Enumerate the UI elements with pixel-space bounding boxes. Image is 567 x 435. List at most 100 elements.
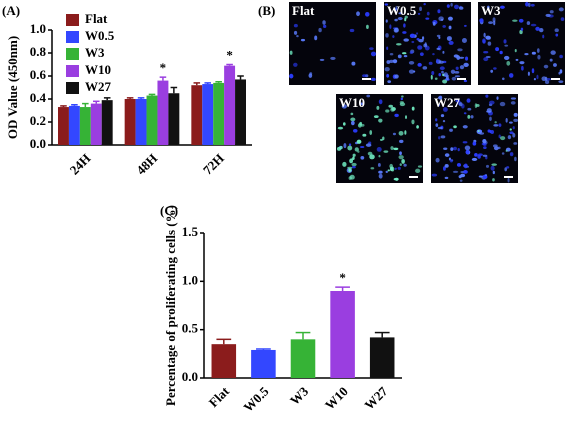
cell xyxy=(452,170,459,173)
legend-swatch xyxy=(66,65,79,77)
cell xyxy=(512,126,515,130)
cell xyxy=(399,102,406,107)
cell xyxy=(509,131,514,135)
cell xyxy=(549,58,553,62)
cell xyxy=(387,80,392,84)
cell xyxy=(515,58,519,61)
cell xyxy=(348,176,352,180)
cell xyxy=(343,143,347,149)
cell xyxy=(446,36,452,41)
cell xyxy=(405,115,408,120)
cell xyxy=(454,75,461,78)
cell xyxy=(351,162,357,167)
cell xyxy=(417,12,421,16)
cell xyxy=(436,34,441,38)
cell xyxy=(503,55,510,60)
cell xyxy=(442,24,446,28)
cell xyxy=(437,103,441,107)
cell xyxy=(362,74,367,78)
cell xyxy=(416,125,419,129)
cell xyxy=(475,103,480,107)
cell xyxy=(451,76,457,81)
cell xyxy=(399,151,402,156)
cell xyxy=(369,47,374,51)
cell xyxy=(519,61,525,65)
cell xyxy=(398,12,403,15)
cell xyxy=(309,72,313,76)
cell xyxy=(518,18,524,23)
cell xyxy=(504,167,508,172)
cell xyxy=(467,107,472,111)
bar xyxy=(101,100,113,145)
cell xyxy=(388,104,394,108)
cell xyxy=(360,155,365,160)
legend-label: W0.5 xyxy=(85,28,115,43)
cell xyxy=(366,94,371,98)
cell xyxy=(425,17,430,20)
x-tick-label: 72H xyxy=(200,151,227,178)
cell xyxy=(482,154,488,157)
cell xyxy=(382,136,385,141)
cell xyxy=(351,165,356,169)
cell xyxy=(525,1,529,7)
cell xyxy=(342,122,346,126)
cell xyxy=(483,32,486,38)
cell xyxy=(401,158,405,164)
cell xyxy=(289,50,293,55)
cell xyxy=(458,6,464,10)
cell xyxy=(438,36,441,40)
cell xyxy=(435,157,440,163)
cell xyxy=(354,147,359,152)
cell xyxy=(553,63,557,67)
cell xyxy=(438,16,444,22)
cell xyxy=(396,43,402,46)
cell xyxy=(495,47,500,52)
bar xyxy=(135,99,147,145)
cell xyxy=(492,17,496,23)
cell xyxy=(401,95,404,98)
y-tick-label: 0.0 xyxy=(30,136,46,151)
cell xyxy=(322,20,326,25)
cell xyxy=(483,51,489,54)
cell xyxy=(389,52,394,56)
legend-swatch xyxy=(66,48,79,60)
cell xyxy=(378,154,381,158)
cell xyxy=(362,133,367,137)
cell xyxy=(404,17,407,22)
cell xyxy=(398,155,404,160)
cell xyxy=(296,35,299,38)
cell xyxy=(351,120,355,126)
cell xyxy=(400,97,404,101)
cell xyxy=(442,79,448,84)
cell xyxy=(395,5,398,11)
cell xyxy=(537,54,541,60)
cell xyxy=(466,98,471,103)
cell xyxy=(499,101,506,107)
cell xyxy=(533,77,536,81)
cell xyxy=(543,64,549,69)
cell xyxy=(503,39,507,44)
cell xyxy=(389,59,394,64)
cell xyxy=(318,27,322,33)
cell xyxy=(378,99,383,105)
cell xyxy=(470,115,474,119)
cell xyxy=(436,58,439,64)
cell xyxy=(498,123,502,127)
cell xyxy=(300,38,306,42)
cell xyxy=(502,77,505,81)
cell xyxy=(558,7,564,12)
cell xyxy=(394,113,399,118)
cell xyxy=(408,60,415,65)
legend-swatch xyxy=(66,14,79,26)
cell xyxy=(464,145,471,151)
cell xyxy=(486,5,490,10)
bar xyxy=(251,349,276,378)
cell xyxy=(409,33,416,38)
significance: * xyxy=(160,60,167,75)
cell xyxy=(444,176,449,180)
cell xyxy=(453,125,457,129)
bar xyxy=(290,339,316,378)
cell xyxy=(464,24,467,27)
cell xyxy=(365,143,372,147)
cell xyxy=(531,51,536,55)
